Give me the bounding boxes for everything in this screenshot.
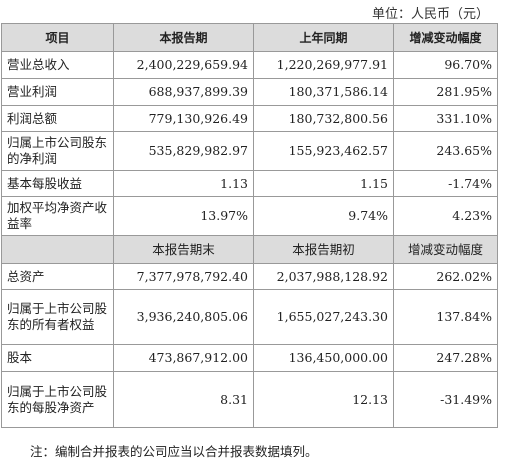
row-label: 归属上市公司股东的净利润 bbox=[1, 131, 114, 171]
previous-value: 180,732,800.56 bbox=[253, 105, 394, 132]
header-item: 项目 bbox=[1, 23, 114, 52]
current-value: 3,936,240,805.06 bbox=[113, 289, 254, 345]
current-value: 535,829,982.97 bbox=[113, 131, 254, 171]
header-change: 增减变动幅度 bbox=[393, 23, 498, 52]
row-label: 归属于上市公司股东的所有者权益 bbox=[1, 289, 114, 345]
header-current-period: 本报告期 bbox=[113, 23, 254, 52]
previous-value: 136,450,000.00 bbox=[253, 344, 394, 372]
current-value: 13.97% bbox=[113, 196, 254, 236]
table-row: 股本 473,867,912.00 136,450,000.00 247.28% bbox=[1, 344, 498, 372]
current-value: 8.31 bbox=[113, 371, 254, 428]
row-label: 股本 bbox=[1, 344, 114, 372]
table-row: 总资产 7,377,978,792.40 2,037,988,128.92 26… bbox=[1, 263, 498, 290]
change-value: 262.02% bbox=[393, 263, 498, 290]
financial-summary-table: 项目 本报告期 上年同期 增减变动幅度 营业总收入 2,400,229,659.… bbox=[1, 23, 498, 428]
table-row: 营业利润 688,937,899.39 180,371,586.14 281.9… bbox=[1, 78, 498, 106]
subheader-period-start: 本报告期初 bbox=[253, 235, 394, 264]
header-previous-period: 上年同期 bbox=[253, 23, 394, 52]
footnote: 注：编制合并报表的公司应当以合并报表数据填列。 bbox=[30, 444, 318, 459]
previous-value: 155,923,462.57 bbox=[253, 131, 394, 171]
row-label: 利润总额 bbox=[1, 105, 114, 132]
current-value: 2,400,229,659.94 bbox=[113, 51, 254, 79]
current-value: 7,377,978,792.40 bbox=[113, 263, 254, 290]
current-value: 473,867,912.00 bbox=[113, 344, 254, 372]
table-row: 利润总额 779,130,926.49 180,732,800.56 331.1… bbox=[1, 105, 498, 132]
previous-value: 2,037,988,128.92 bbox=[253, 263, 394, 290]
row-label: 归属于上市公司股东的每股净资产 bbox=[1, 371, 114, 428]
change-value: 281.95% bbox=[393, 78, 498, 106]
current-value: 688,937,899.39 bbox=[113, 78, 254, 106]
change-value: -31.49% bbox=[393, 371, 498, 428]
previous-value: 1,655,027,243.30 bbox=[253, 289, 394, 345]
row-label: 基本每股收益 bbox=[1, 170, 114, 197]
table-row: 归属上市公司股东的净利润 535,829,982.97 155,923,462.… bbox=[1, 131, 498, 171]
previous-value: 1.15 bbox=[253, 170, 394, 197]
row-label: 加权平均净资产收益率 bbox=[1, 196, 114, 236]
row-label: 营业总收入 bbox=[1, 51, 114, 79]
change-value: -1.74% bbox=[393, 170, 498, 197]
subheader-blank bbox=[1, 235, 114, 264]
subheader-change: 增减变动幅度 bbox=[393, 235, 498, 264]
table-row: 归属于上市公司股东的所有者权益 3,936,240,805.06 1,655,0… bbox=[1, 289, 498, 345]
table-row: 基本每股收益 1.13 1.15 -1.74% bbox=[1, 170, 498, 197]
table-row: 归属于上市公司股东的每股净资产 8.31 12.13 -31.49% bbox=[1, 371, 498, 428]
subheader-period-end: 本报告期末 bbox=[113, 235, 254, 264]
table-row: 加权平均净资产收益率 13.97% 9.74% 4.23% bbox=[1, 196, 498, 236]
header-row: 项目 本报告期 上年同期 增减变动幅度 bbox=[1, 23, 498, 52]
previous-value: 1,220,269,977.91 bbox=[253, 51, 394, 79]
unit-label: 单位：人民币（元） bbox=[371, 7, 489, 22]
previous-value: 12.13 bbox=[253, 371, 394, 428]
row-label: 营业利润 bbox=[1, 78, 114, 106]
change-value: 4.23% bbox=[393, 196, 498, 236]
subheader-row: 本报告期末 本报告期初 增减变动幅度 bbox=[1, 235, 498, 264]
table-row: 营业总收入 2,400,229,659.94 1,220,269,977.91 … bbox=[1, 51, 498, 79]
row-label: 总资产 bbox=[1, 263, 114, 290]
previous-value: 9.74% bbox=[253, 196, 394, 236]
change-value: 331.10% bbox=[393, 105, 498, 132]
current-value: 779,130,926.49 bbox=[113, 105, 254, 132]
change-value: 137.84% bbox=[393, 289, 498, 345]
change-value: 96.70% bbox=[393, 51, 498, 79]
current-value: 1.13 bbox=[113, 170, 254, 197]
change-value: 247.28% bbox=[393, 344, 498, 372]
previous-value: 180,371,586.14 bbox=[253, 78, 394, 106]
change-value: 243.65% bbox=[393, 131, 498, 171]
